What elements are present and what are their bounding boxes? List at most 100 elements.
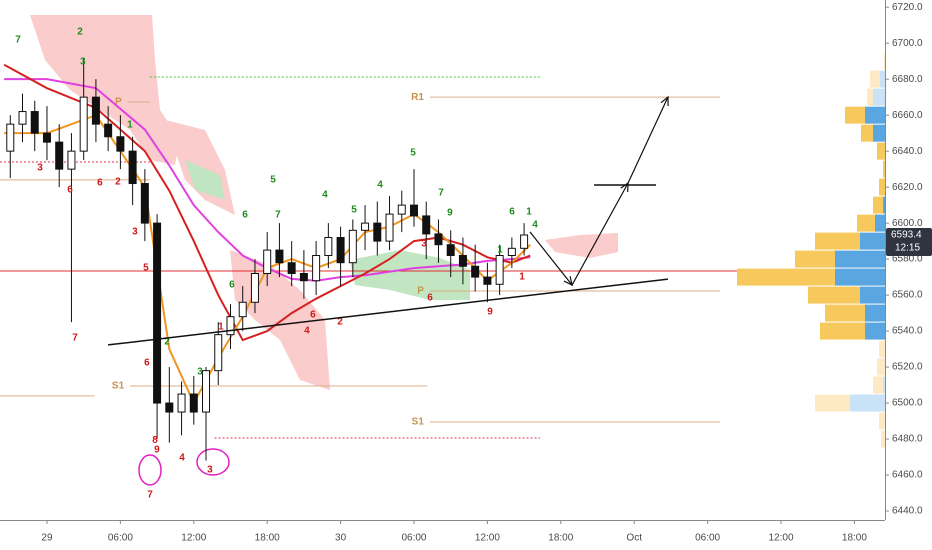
y-tick-label: 6620.0 — [892, 182, 923, 193]
arrow-head — [563, 276, 573, 287]
candle-body — [153, 222, 162, 404]
indicator-line — [3, 63, 531, 342]
level-label: R1 — [411, 92, 424, 103]
candle-body — [275, 249, 284, 264]
profile-sell — [877, 358, 885, 376]
td-count: 9 — [487, 307, 493, 318]
candle-body — [55, 141, 64, 170]
candle-body — [373, 222, 382, 242]
profile-sell — [857, 214, 875, 232]
td-count: 1 — [497, 245, 503, 256]
td-count: 6 — [144, 358, 150, 369]
td-count: 5 — [270, 175, 276, 186]
candle-body — [202, 370, 211, 413]
candle-body — [189, 393, 198, 413]
td-count: 6 — [509, 207, 515, 218]
candle-body — [226, 316, 235, 336]
x-tick-label: 18:00 — [548, 533, 573, 544]
profile-sell — [825, 304, 865, 322]
y-tick-label: 6660.0 — [892, 110, 923, 121]
td-count: 1 — [218, 322, 224, 333]
candle-body — [30, 111, 39, 134]
y-tick-label: 6640.0 — [892, 146, 923, 157]
td-count: 3 — [37, 163, 43, 174]
candle-body — [507, 247, 516, 257]
td-count: 2 — [337, 317, 343, 328]
candle-body — [299, 272, 308, 282]
td-count: 2 — [115, 177, 121, 188]
td-count: 4 — [322, 190, 328, 201]
profile-sell — [879, 178, 885, 196]
profile-sell — [873, 196, 883, 214]
candle-body — [250, 272, 259, 303]
td-count: 5 — [410, 148, 416, 159]
x-tick-label: 18:00 — [842, 533, 867, 544]
y-tick-label: 6560.0 — [892, 290, 923, 301]
candle-body — [79, 96, 88, 152]
td-count: 1 — [127, 120, 133, 131]
trend-line — [107, 278, 669, 346]
x-tick-label: 18:00 — [255, 533, 280, 544]
profile-sell — [877, 142, 885, 160]
td-count: 3 — [80, 57, 86, 68]
profile-sell — [795, 250, 835, 268]
td-count: 7 — [147, 490, 153, 501]
x-tick-label: Oct — [626, 533, 642, 544]
candle-body — [446, 244, 455, 257]
level-label: P — [115, 97, 122, 108]
level-label: S1 — [112, 381, 125, 392]
td-count: 4 — [532, 220, 538, 231]
candle-body — [409, 204, 418, 217]
td-count: 6 — [229, 280, 235, 291]
hand-circle — [196, 448, 230, 476]
td-count: 4 — [304, 326, 310, 337]
candle-body — [385, 213, 394, 242]
candle-body — [495, 255, 504, 285]
last-price-box — [886, 227, 932, 256]
candle-body — [361, 222, 370, 231]
td-count: 6 — [310, 310, 316, 321]
td-count: 8 — [152, 435, 158, 446]
projection-path — [529, 96, 669, 287]
profile-sell — [879, 412, 885, 430]
price-axis-bg — [885, 0, 932, 550]
x-tick-label: 29 — [41, 533, 53, 544]
td-count: 5 — [143, 263, 149, 274]
td-count: 4 — [377, 180, 383, 191]
td-count: 3 — [207, 465, 213, 476]
last-price-label: 6593.4 — [891, 230, 922, 241]
y-tick-label: 6460.0 — [892, 470, 923, 481]
td-count: 6 — [67, 185, 73, 196]
cloud-bullish — [350, 250, 470, 300]
cloud-bullish — [185, 160, 225, 200]
time-axis-bg — [0, 520, 885, 550]
td-count: 3 — [132, 227, 138, 238]
candle-body — [6, 123, 15, 152]
candle-body — [312, 255, 321, 282]
candle-body — [140, 183, 149, 224]
candle-body — [104, 123, 113, 138]
candle-body — [263, 249, 272, 274]
candle-body — [18, 111, 27, 125]
profile-sell — [808, 286, 860, 304]
arrow-head — [620, 181, 629, 193]
y-tick-label: 6440.0 — [892, 506, 923, 517]
candle-body — [42, 132, 51, 143]
y-tick-label: 6540.0 — [892, 326, 923, 337]
profile-sell — [815, 394, 850, 412]
x-tick-label: 12:00 — [181, 533, 206, 544]
y-tick-label: 6500.0 — [892, 398, 923, 409]
profile-sell — [861, 124, 873, 142]
candle-body — [165, 402, 174, 413]
candle-body — [91, 96, 100, 125]
profile-sell — [867, 88, 873, 106]
x-tick-label: 06:00 — [108, 533, 133, 544]
td-count: 7 — [275, 210, 281, 221]
candle-body — [214, 334, 223, 372]
candle-body — [471, 265, 480, 278]
x-tick-label: 12:00 — [768, 533, 793, 544]
td-count: 7 — [438, 188, 444, 199]
profile-sell — [845, 106, 865, 124]
profile-sell — [870, 70, 880, 88]
candle-body — [287, 262, 296, 274]
